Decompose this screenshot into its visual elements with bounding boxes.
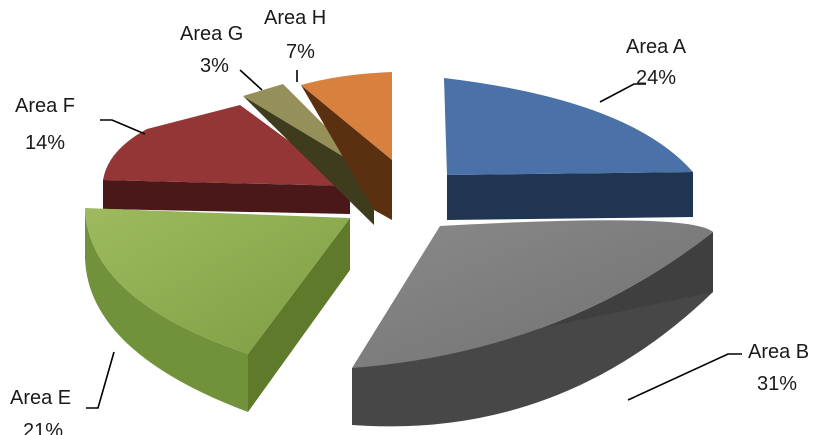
slice-area-a-top [444,78,693,175]
leader-area-b [627,353,742,401]
slice-area-b [352,220,713,427]
leader-area-f [100,119,146,135]
label-area-g-percent: 3% [200,55,229,77]
label-area-e-percent: 21% [23,420,63,435]
label-area-g-name: Area G [180,23,243,45]
label-area-e-name: Area E [10,387,71,409]
slice-area-a [444,78,693,220]
slice-area-b-front-lower [352,292,713,427]
slice-area-f-side [103,180,350,214]
label-area-b-name: Area B [748,341,809,363]
label-area-h-name: Area H [264,7,326,29]
label-area-a-name: Area A [626,36,687,58]
slice-area-h-top [301,72,392,160]
slice-area-f-top [103,105,350,186]
slice-area-b-top [352,220,713,368]
label-area-b-percent: 31% [757,373,797,395]
slice-area-a-front [447,172,693,220]
slice-area-g-side [243,96,374,225]
slice-area-e [85,208,350,412]
label-area-f-name: Area F [15,95,75,117]
leader-area-e [86,351,115,409]
slice-area-e-side [248,218,350,412]
label-area-h-percent: 7% [286,41,315,63]
slice-area-h-side [301,85,392,220]
slice-area-e-front [85,208,248,412]
label-area-f-percent: 14% [25,132,65,154]
slice-area-f [103,105,350,214]
slice-area-h [301,72,392,220]
leader-area-g [239,69,263,91]
slice-area-e-top [85,208,350,354]
label-area-a-percent: 24% [636,67,676,89]
leader-area-a [599,83,646,103]
